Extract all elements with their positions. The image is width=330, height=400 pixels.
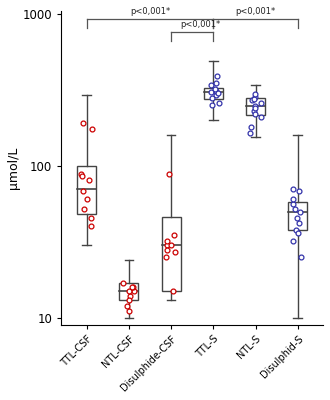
Text: p<0,001*: p<0,001* <box>235 7 276 16</box>
Bar <box>162 217 181 291</box>
Text: p<0,001*: p<0,001* <box>130 7 170 16</box>
Bar <box>119 283 138 300</box>
Bar <box>77 166 96 214</box>
Bar <box>288 202 307 230</box>
Text: p<0,001*: p<0,001* <box>181 20 221 29</box>
Bar <box>204 88 223 99</box>
Bar <box>246 98 265 115</box>
Y-axis label: μmol/L: μmol/L <box>7 146 20 189</box>
